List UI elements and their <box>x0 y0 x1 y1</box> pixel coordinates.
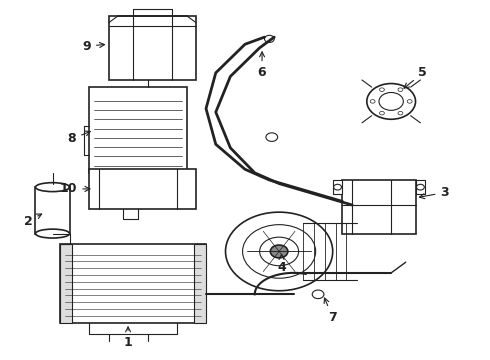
Bar <box>194 244 206 323</box>
Bar <box>416 180 425 194</box>
Circle shape <box>407 100 412 103</box>
Bar <box>89 87 187 173</box>
Circle shape <box>367 84 416 119</box>
Ellipse shape <box>35 183 70 192</box>
Text: 5: 5 <box>404 66 427 88</box>
Circle shape <box>225 212 333 291</box>
Bar <box>343 180 416 234</box>
Circle shape <box>416 184 424 190</box>
Text: 3: 3 <box>419 186 449 199</box>
Text: 10: 10 <box>60 183 90 195</box>
Text: 1: 1 <box>123 327 132 349</box>
Text: 4: 4 <box>277 255 286 274</box>
Circle shape <box>398 88 403 91</box>
Circle shape <box>270 245 288 258</box>
Text: 7: 7 <box>324 298 337 324</box>
Circle shape <box>398 111 403 115</box>
Circle shape <box>379 88 384 91</box>
Text: 9: 9 <box>82 40 104 53</box>
Circle shape <box>334 184 342 190</box>
Ellipse shape <box>35 229 70 238</box>
Bar <box>60 244 206 323</box>
Bar <box>60 244 72 323</box>
Circle shape <box>370 100 375 103</box>
Bar <box>89 169 196 208</box>
Text: 8: 8 <box>68 131 90 145</box>
Circle shape <box>312 290 324 298</box>
Circle shape <box>379 93 403 111</box>
Bar <box>35 187 70 234</box>
Circle shape <box>379 111 384 115</box>
Bar <box>109 16 196 80</box>
Circle shape <box>266 133 278 141</box>
Circle shape <box>260 237 298 266</box>
Circle shape <box>265 35 274 42</box>
Circle shape <box>243 225 316 278</box>
Text: 6: 6 <box>258 52 267 79</box>
Bar <box>333 180 343 194</box>
Text: 2: 2 <box>24 214 42 228</box>
